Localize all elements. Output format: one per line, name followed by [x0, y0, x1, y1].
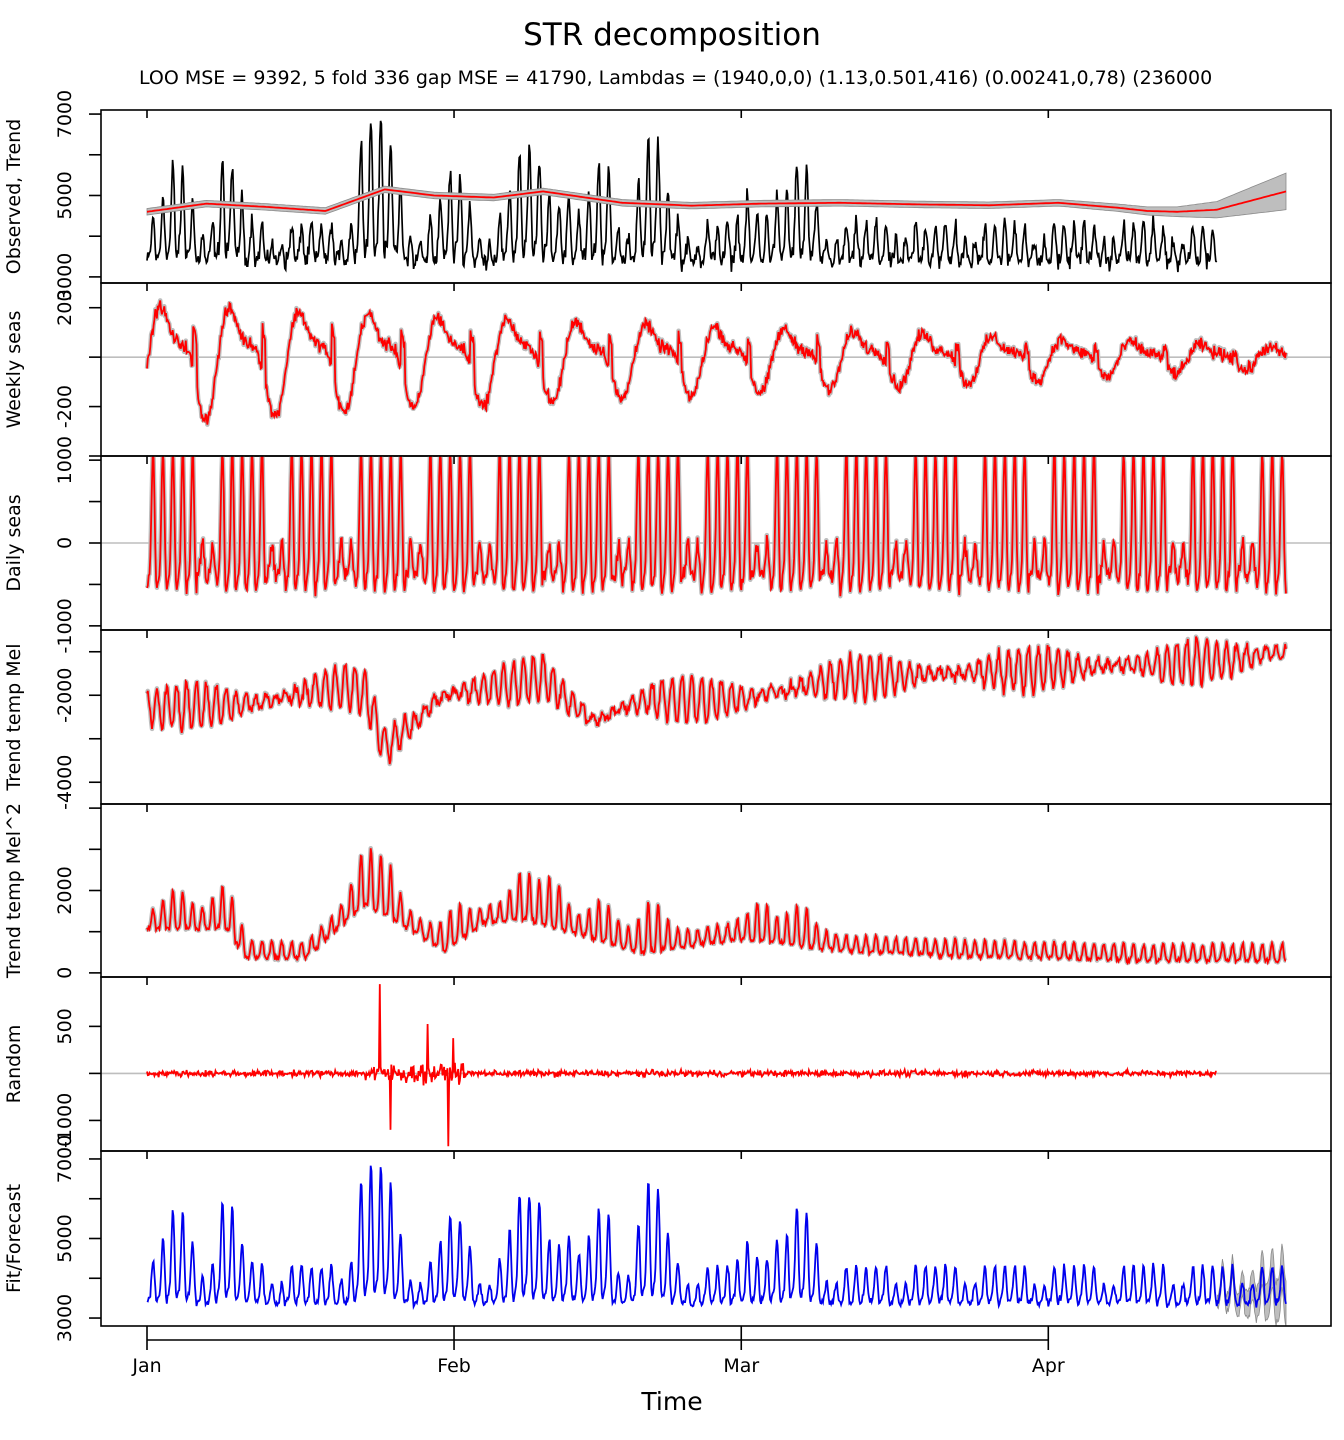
y-tick-label: 5000	[54, 171, 76, 219]
panel-y-label: Trend temp Mel	[3, 643, 25, 791]
observed-series	[146, 120, 1218, 273]
y-tick-label: -2000	[54, 668, 76, 723]
panel-y-label: Daily seas	[3, 494, 25, 591]
panel-y-label: Fit/Forecast	[3, 1184, 25, 1293]
y-tick-label: 3000	[54, 253, 76, 301]
y-tick-label: 5000	[54, 1214, 76, 1262]
y-tick-label: 200	[54, 290, 76, 326]
chart-subtitle: LOO MSE = 9392, 5 fold 336 gap MSE = 417…	[139, 67, 1212, 89]
fit-forecast-series	[146, 1165, 1287, 1311]
panel-1: 3000 5000 7000 Observed, Trend	[3, 90, 1332, 301]
panel-5: 0 2000 Trend temp Mel^2	[3, 803, 1332, 979]
component-series	[146, 984, 1217, 1147]
x-axis-label: Time	[640, 1387, 702, 1416]
panel-y-label: Observed, Trend	[3, 119, 25, 275]
component-series	[146, 456, 1287, 597]
y-tick-label: -4000	[54, 755, 76, 810]
y-tick-label: 3000	[54, 1294, 76, 1342]
trend-confidence-band	[146, 172, 1287, 219]
panel-4: -4000 -2000 Trend temp Mel	[3, 629, 1332, 810]
y-tick-label: -1000	[54, 598, 76, 653]
panel-7: 3000 5000 7000 Fit/Forecast	[3, 1135, 1332, 1342]
panel-y-label: Trend temp Mel^2	[3, 803, 25, 979]
y-tick-label: 0	[54, 537, 76, 549]
y-tick-label: 0	[54, 967, 76, 979]
component-series	[146, 848, 1287, 966]
chart-title: STR decomposition	[523, 17, 821, 53]
y-tick-label: 500	[54, 1008, 76, 1044]
x-tick-label: Mar	[723, 1355, 759, 1377]
panel-y-label: Weekly seas	[3, 311, 25, 429]
x-axis: Jan Feb Mar Apr	[131, 1326, 1065, 1377]
panel-6: -1000 500 Random	[3, 976, 1332, 1152]
y-tick-label: 7000	[54, 90, 76, 138]
component-series	[146, 300, 1287, 425]
x-tick-label: Feb	[437, 1355, 471, 1377]
component-band	[144, 298, 1289, 427]
component-series	[146, 636, 1287, 765]
y-tick-label: -1000	[54, 1093, 76, 1148]
y-tick-label: 2000	[54, 866, 76, 914]
trend-line	[146, 188, 1287, 213]
panel-frame	[100, 976, 1332, 1152]
y-tick-label: 7000	[54, 1135, 76, 1183]
x-tick-label: Jan	[131, 1355, 161, 1377]
panel-y-label: Random	[3, 1025, 25, 1104]
panel-3: -1000 0 1000 Daily seas	[3, 436, 1332, 653]
panel-2: -200 200 Weekly seas	[3, 282, 1332, 457]
x-tick-label: Apr	[1032, 1355, 1065, 1377]
y-tick-label: 1000	[54, 436, 76, 484]
y-tick-label: -200	[54, 385, 76, 428]
